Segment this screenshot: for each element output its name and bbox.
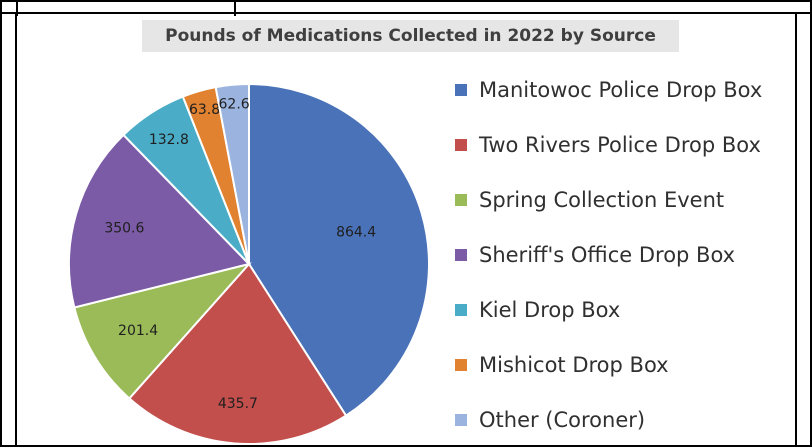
data-label: 350.6 bbox=[104, 220, 144, 236]
top-border bbox=[0, 0, 812, 14]
legend-swatch bbox=[455, 84, 467, 96]
right-border bbox=[795, 14, 797, 447]
data-label: 201.4 bbox=[118, 323, 158, 339]
legend-label: Sheriff's Office Drop Box bbox=[479, 243, 736, 267]
legend-item: Two Rivers Police Drop Box bbox=[455, 128, 761, 162]
data-label: 864.4 bbox=[336, 225, 376, 241]
top-border-tick bbox=[16, 0, 18, 16]
legend-swatch bbox=[455, 249, 467, 261]
legend-label: Other (Coroner) bbox=[479, 408, 646, 432]
legend-swatch bbox=[455, 414, 467, 426]
legend-label: Spring Collection Event bbox=[479, 188, 725, 212]
data-label: 62.6 bbox=[219, 96, 250, 112]
data-label: 435.7 bbox=[218, 396, 258, 412]
legend-label: Manitowoc Police Drop Box bbox=[479, 78, 763, 102]
legend-item: Manitowoc Police Drop Box bbox=[455, 73, 762, 107]
left-border bbox=[15, 14, 17, 447]
data-label: 63.8 bbox=[189, 102, 220, 118]
legend-label: Mishicot Drop Box bbox=[479, 353, 669, 377]
legend-swatch bbox=[455, 304, 467, 316]
legend-item: Mishicot Drop Box bbox=[455, 348, 669, 382]
legend-item: Kiel Drop Box bbox=[455, 293, 620, 327]
data-label: 132.8 bbox=[149, 132, 189, 148]
pie-slice bbox=[127, 262, 348, 445]
legend-swatch bbox=[455, 359, 467, 371]
legend-label: Kiel Drop Box bbox=[479, 298, 621, 322]
legend-item: Sheriff's Office Drop Box bbox=[455, 238, 735, 272]
chart-title: Pounds of Medications Collected in 2022 … bbox=[142, 20, 679, 52]
pie-slice bbox=[214, 82, 250, 265]
legend-item: Other (Coroner) bbox=[455, 403, 645, 437]
pie-slice bbox=[68, 133, 251, 309]
legend-label: Two Rivers Police Drop Box bbox=[479, 133, 761, 157]
legend-item: Spring Collection Event bbox=[455, 183, 724, 217]
legend-swatch bbox=[455, 139, 467, 151]
legend-swatch bbox=[455, 194, 467, 206]
top-border-tick bbox=[234, 0, 236, 16]
